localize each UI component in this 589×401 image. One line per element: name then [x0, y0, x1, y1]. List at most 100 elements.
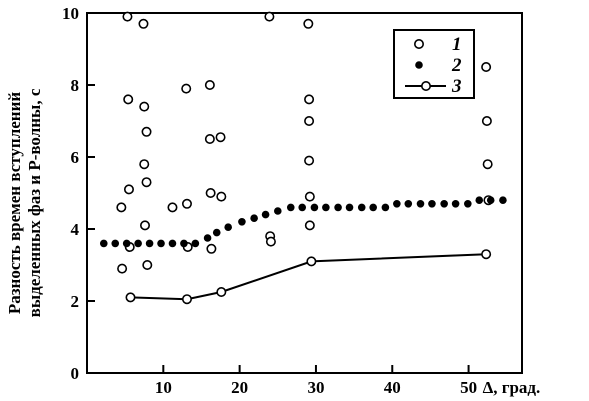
series-3-point [181, 294, 192, 305]
series-1-point [481, 116, 492, 127]
series-2-point [203, 234, 212, 242]
y-tick-label: 10 [62, 4, 79, 23]
series-2-point [475, 196, 484, 204]
series-2-point [381, 203, 390, 212]
series-1-point [141, 177, 152, 188]
series-1-point [204, 80, 215, 91]
series-2-point [416, 200, 425, 208]
series-2-point [428, 200, 436, 208]
series-2-point [369, 203, 377, 212]
series-1-point [304, 220, 315, 231]
series-2-point [286, 203, 295, 212]
y-tick-label: 4 [71, 220, 80, 239]
series-2-point [393, 200, 401, 208]
series-2-point [145, 239, 154, 248]
series-2-point [111, 239, 120, 248]
series-2-point [273, 207, 282, 215]
legend-box [393, 29, 475, 99]
series-2-point [157, 239, 165, 248]
series-2-point [298, 203, 307, 212]
series-1-point [140, 220, 151, 231]
legend-label-2: 2 [451, 55, 462, 76]
y-axis-label-line-2: выделенных фаз и P-волны, с [25, 88, 44, 317]
series-1-point [481, 61, 492, 72]
series-1-point [167, 202, 178, 213]
series-3-point [481, 249, 492, 260]
series-2-point [134, 239, 142, 248]
series-2-point [404, 200, 413, 208]
series-2-point [334, 203, 342, 212]
series-1-point [264, 11, 275, 22]
series-1-point [304, 155, 315, 166]
series-1-point [215, 132, 226, 143]
series-2-point [486, 196, 495, 204]
series-1-point [482, 159, 493, 170]
y-tick-label: 0 [71, 364, 80, 383]
series-1-point [123, 94, 134, 105]
series-1-point [138, 18, 149, 29]
series-1-point [181, 83, 192, 94]
series-1-point [204, 134, 215, 145]
series-1-point [303, 18, 314, 29]
series-2-point [191, 239, 200, 248]
legend: 123 [393, 29, 475, 99]
legend-marker-2 [415, 61, 423, 69]
series-2-point [451, 200, 460, 208]
series-2-point [238, 218, 246, 226]
series-1-point [142, 259, 153, 270]
series-2-point [464, 200, 472, 208]
series-2-point [261, 210, 270, 219]
series-3 [125, 249, 492, 305]
axis-ticks [87, 12, 470, 374]
series-1-point [205, 188, 216, 199]
series-2-point [310, 203, 319, 212]
legend-label-3: 3 [451, 76, 462, 97]
series-1-point [139, 101, 150, 112]
series-1-point [181, 198, 192, 209]
series-2-point [180, 239, 188, 248]
series-3-point [216, 286, 227, 297]
series-2 [99, 196, 507, 248]
series-1 [116, 11, 494, 274]
y-tick-label: 2 [71, 292, 80, 311]
series-1-point [139, 159, 150, 170]
x-axis-label: Δ, град. [483, 378, 541, 397]
series-1-point [265, 236, 276, 247]
series-1-point [304, 191, 315, 202]
series-1-point [206, 243, 217, 254]
series-1-point [141, 126, 152, 137]
series-2-point [322, 203, 330, 212]
plot-area [86, 12, 523, 374]
y-axis-label-line-1: Разность времен вступлений [5, 92, 24, 315]
series-1-point [216, 191, 227, 202]
series-2-point [99, 239, 108, 248]
x-tick-label: 10 [155, 378, 172, 397]
series-3-point [125, 292, 136, 303]
x-tick-label: 50 [460, 378, 477, 397]
series-2-point [440, 200, 448, 208]
series-2-point [224, 223, 232, 231]
series-1-point [304, 116, 315, 127]
series-2-point [212, 228, 221, 237]
series-1-point [123, 184, 134, 195]
series-1-point [304, 94, 315, 105]
series-1-point [117, 263, 128, 274]
legend-marker-3 [420, 81, 431, 92]
data-series [99, 11, 507, 305]
y-tick-label: 8 [71, 76, 80, 95]
x-tick-label: 40 [384, 378, 401, 397]
series-3-point [306, 256, 317, 267]
series-2-point [357, 203, 366, 212]
series-2-point [122, 239, 131, 248]
plot-frame [86, 12, 523, 374]
series-2-point [250, 214, 258, 222]
y-tick-label: 6 [71, 148, 80, 167]
axis-tick-labels: 10 20 30 40 50 0 2 4 6 8 10 [62, 4, 477, 397]
legend-label-1: 1 [452, 34, 462, 55]
legend-marker-1 [413, 38, 424, 49]
series-1-point [122, 11, 133, 22]
x-tick-label: 30 [307, 378, 324, 397]
series-1-point [116, 202, 127, 213]
series-2-point [345, 203, 354, 212]
